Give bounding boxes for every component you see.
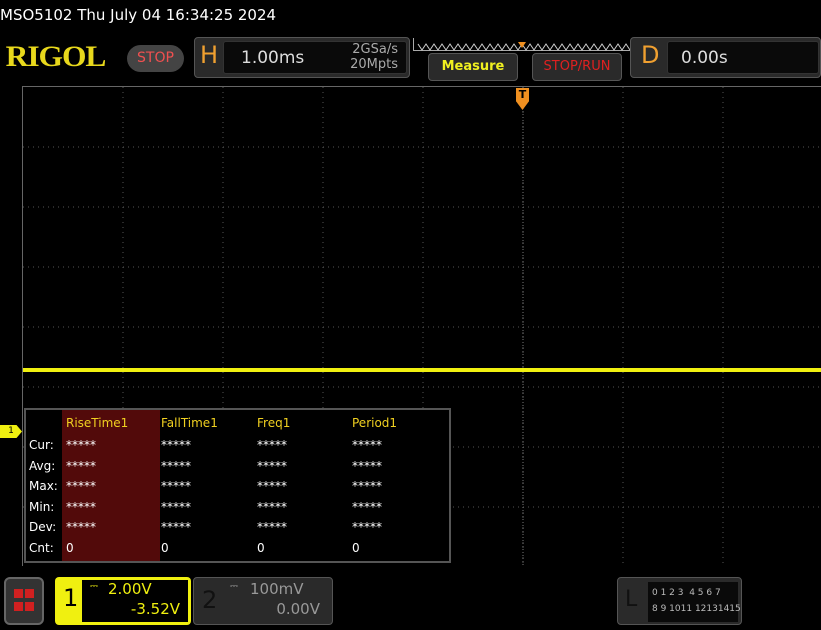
- measure-value: *****: [66, 479, 96, 494]
- measure-value: *****: [257, 479, 287, 494]
- selected-column-highlight: [62, 410, 160, 561]
- run-state-badge[interactable]: STOP: [127, 45, 184, 72]
- row-label: Dev:: [29, 520, 57, 535]
- measure-value: *****: [352, 479, 382, 494]
- measure-header[interactable]: FallTime1: [161, 416, 218, 430]
- measure-value: *****: [161, 479, 191, 494]
- delay-value: 0.00s: [681, 48, 728, 68]
- row-label: Max:: [29, 479, 58, 494]
- channel-1-trace: [23, 368, 821, 372]
- measure-value: 0: [161, 541, 169, 555]
- row-label: Cnt:: [29, 541, 54, 555]
- menu-icon: [14, 589, 23, 598]
- measure-value: *****: [352, 458, 382, 473]
- measure-value: *****: [352, 438, 382, 452]
- channel-1-info: [82, 580, 188, 622]
- channel-2-offset: 0.00V: [276, 600, 320, 618]
- measure-value: *****: [257, 438, 287, 452]
- measure-value: *****: [66, 438, 96, 452]
- dc-coupling-icon: ⎓: [90, 581, 98, 592]
- row-label: Cur:: [29, 438, 54, 452]
- measure-header[interactable]: Freq1: [257, 416, 291, 430]
- horizontal-panel[interactable]: [194, 37, 410, 78]
- menu-button[interactable]: [4, 577, 44, 625]
- sample-rate-value: 2GSa/s: [352, 42, 398, 57]
- stop-run-button[interactable]: STOP/RUN: [532, 53, 622, 81]
- measure-value: *****: [161, 458, 191, 473]
- measure-value: *****: [257, 520, 287, 535]
- measure-value: *****: [66, 458, 96, 473]
- sample-rate: 2GSa/s 20Mpts: [320, 42, 398, 72]
- measure-value: *****: [352, 499, 382, 514]
- logic-channels: 0 1 2 3 4 5 6 7 8 9 1011 12131415: [648, 582, 741, 622]
- measure-value: *****: [161, 520, 191, 535]
- measure-value: *****: [257, 458, 287, 473]
- memory-position-bar: [413, 38, 635, 51]
- measure-value: *****: [66, 520, 96, 535]
- measure-value: *****: [352, 520, 382, 535]
- channel-2-scale: 100mV: [250, 580, 304, 598]
- timebase-value: 1.00ms: [241, 48, 305, 68]
- measure-value: *****: [66, 499, 96, 514]
- measure-value: *****: [257, 499, 287, 514]
- measure-value: *****: [161, 499, 191, 514]
- measure-value: 0: [257, 541, 265, 555]
- horizontal-label: H: [200, 41, 219, 69]
- dc-coupling-icon: ⎓: [230, 581, 238, 592]
- row-label: Min:: [29, 499, 55, 514]
- channel-2-panel[interactable]: [193, 577, 333, 625]
- window-title: MSO5102 Thu July 04 16:34:25 2024: [0, 6, 277, 24]
- measurement-table: RiseTime1 FallTime1 Freq1 Period1 Cur: **…: [24, 408, 451, 563]
- channel-1-offset: -3.52V: [130, 600, 180, 618]
- channel-1-offset-marker[interactable]: 1: [0, 425, 22, 438]
- channel-2-number: 2: [202, 586, 218, 614]
- measure-value: 0: [66, 541, 74, 555]
- measure-value: 0: [352, 541, 360, 555]
- logic-row-1: 0 1 2 3 4 5 6 7: [652, 588, 721, 598]
- measure-button[interactable]: Measure: [428, 53, 518, 81]
- memory-depth: 20Mpts: [350, 57, 398, 72]
- delay-panel[interactable]: [630, 37, 821, 78]
- logic-row-2: 8 9 1011 12131415: [652, 604, 741, 614]
- waveform-overview-icon: [417, 42, 631, 51]
- rigol-logo: RIGOL: [5, 40, 107, 73]
- measure-header[interactable]: RiseTime1: [66, 416, 129, 430]
- measure-value: *****: [161, 438, 191, 452]
- trigger-position-marker[interactable]: T: [516, 88, 529, 110]
- row-label: Avg:: [29, 458, 56, 473]
- logic-label: L: [625, 587, 638, 612]
- delay-label: D: [641, 41, 660, 69]
- measure-header[interactable]: Period1: [352, 416, 398, 430]
- channel-1-number: 1: [63, 584, 79, 612]
- channel-1-scale: 2.00V: [108, 580, 152, 598]
